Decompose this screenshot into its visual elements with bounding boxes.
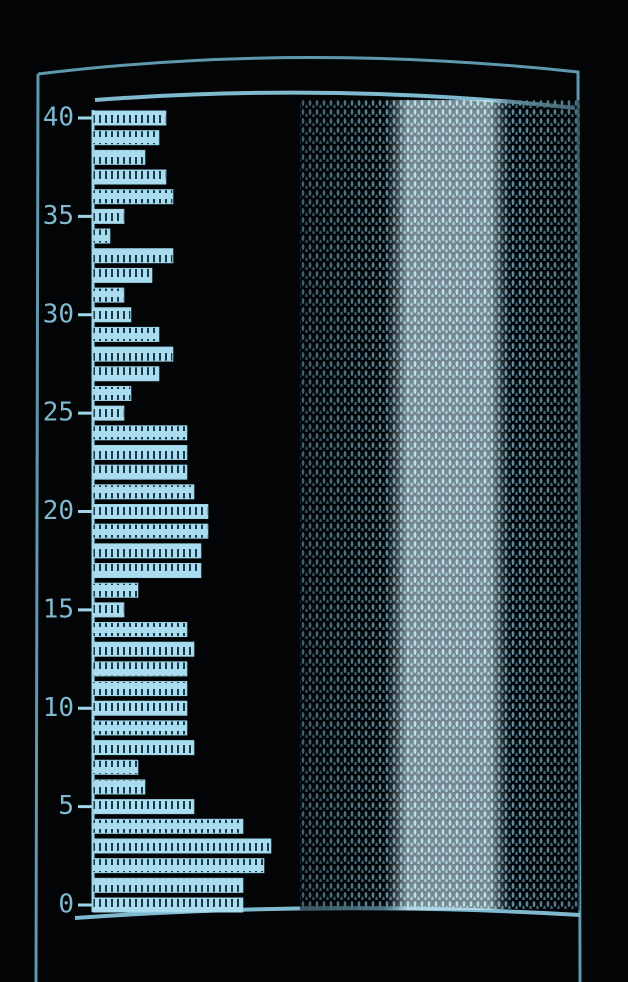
bar: [93, 603, 124, 617]
bar: [93, 209, 124, 223]
y-tick-label: 15: [43, 594, 74, 624]
bar: [93, 347, 173, 361]
bar: [93, 524, 208, 538]
bar: [93, 859, 264, 873]
bar: [93, 780, 145, 794]
bar: [93, 505, 208, 519]
bar: [93, 426, 187, 440]
bar: [93, 229, 110, 243]
y-tick-label: 30: [43, 299, 74, 329]
y-tick-label: 20: [43, 496, 74, 526]
bar: [93, 190, 173, 204]
y-tick-label: 35: [43, 201, 74, 231]
bar: [93, 898, 243, 912]
bar: [93, 623, 187, 637]
bar: [93, 642, 194, 656]
bar: [93, 878, 243, 892]
bar: [93, 819, 243, 833]
picture: [300, 100, 580, 910]
bar: [93, 564, 201, 578]
bar: [93, 288, 124, 302]
bar: [93, 662, 187, 676]
y-tick-label: 40: [43, 103, 74, 133]
bar: [93, 741, 194, 755]
bar: [93, 406, 124, 420]
bar: [93, 327, 159, 341]
bar: [93, 800, 194, 814]
bar: [93, 268, 152, 282]
bar: [93, 308, 131, 322]
bar: [93, 386, 131, 400]
bar: [93, 170, 166, 184]
y-tick-label: 10: [43, 693, 74, 723]
y-tick-label: 0: [58, 890, 74, 920]
bar: [93, 131, 159, 145]
y-tick-label: 5: [58, 791, 74, 821]
screen: 0 5 10 15 20 25 30 35 40: [0, 0, 628, 982]
bar: [93, 485, 194, 499]
bar: [93, 721, 187, 735]
bar: [93, 760, 138, 774]
bar: [93, 839, 271, 853]
bar: [93, 682, 187, 696]
bar: [93, 111, 166, 125]
bar: [93, 465, 187, 479]
bar: [93, 701, 187, 715]
bar: [93, 445, 187, 459]
bar: [93, 249, 173, 263]
bar: [93, 367, 159, 381]
y-tick-label: 25: [43, 398, 74, 428]
bar: [93, 544, 201, 558]
bar: [93, 583, 138, 597]
bar: [93, 150, 145, 164]
